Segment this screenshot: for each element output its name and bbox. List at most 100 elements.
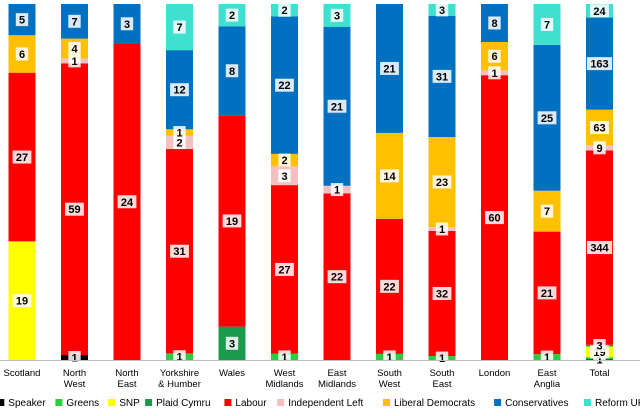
value-label-west-midlands-labour: 27	[278, 264, 290, 276]
legend-item-speaker: Speaker	[0, 398, 46, 409]
value-label-bg	[173, 135, 186, 149]
value-label-bg	[15, 47, 29, 61]
legend-swatch	[383, 399, 390, 406]
value-label-scotland-liberal-democrats: 6	[19, 49, 25, 61]
legend: Speaker Greens SNP Plaid Cymru Labour Indepen…	[0, 398, 640, 409]
value-label-total-liberal-democrats: 63	[593, 122, 605, 134]
value-label-north-west-labour: 59	[68, 204, 80, 216]
legend-swatch	[55, 399, 63, 406]
value-label-bg	[327, 99, 347, 113]
value-label-bg	[432, 286, 452, 300]
tick-label-east-midlands: East Midlands	[318, 368, 356, 390]
value-label-east-anglia-greens: 1	[544, 352, 550, 364]
value-label-west-midlands-greens: 1	[281, 352, 287, 364]
value-label-total-independent-left: 9	[596, 143, 602, 155]
value-label-scotland-snp: 19	[16, 296, 28, 308]
value-label-yorkshire-humber-conservatives: 12	[173, 85, 185, 97]
value-label-scotland-labour: 27	[16, 152, 28, 164]
legend-swatch	[0, 399, 5, 406]
legend-item-plaid-cymru: Plaid Cymru	[145, 398, 211, 409]
legend-swatch	[224, 399, 232, 406]
legend-item-independent-left: Independent Left	[277, 398, 363, 409]
value-label-total-labour: 344	[590, 243, 609, 255]
value-label-bg	[12, 150, 32, 164]
value-label-bg	[225, 8, 239, 22]
value-label-wales-labour: 19	[226, 216, 238, 228]
tick-label-south-west: South West	[377, 368, 402, 390]
value-label-bg	[488, 49, 501, 63]
value-label-yorkshire-humber-independent-left: 2	[176, 137, 182, 149]
value-label-west-midlands-liberal-democrats: 2	[281, 155, 287, 167]
tick-label-total: Total	[589, 368, 609, 379]
value-label-south-east-conservatives: 31	[436, 71, 448, 83]
value-label-total-reform-uk: 24	[593, 6, 606, 18]
bars-layer	[8, 4, 613, 361]
value-label-north-west-speaker: 1	[71, 353, 77, 365]
tick-label-scotland: Scotland	[4, 368, 41, 379]
value-label-bg	[278, 169, 291, 183]
value-label-bg	[485, 211, 504, 225]
value-label-bg	[222, 214, 242, 228]
value-label-bg	[590, 120, 609, 134]
legend-item-labour: Labour	[224, 398, 267, 409]
value-label-north-east-labour: 24	[121, 197, 134, 209]
value-label-south-east-reform-uk: 3	[439, 5, 445, 17]
legend-item-snp: SNP	[108, 398, 140, 409]
value-label-south-east-labour: 32	[436, 288, 448, 300]
value-label-scotland-segment: 5	[19, 15, 25, 27]
value-label-bg	[327, 270, 347, 284]
value-label-yorkshire-humber-greens: 1	[176, 352, 182, 364]
value-label-wales-conservatives: 8	[229, 66, 235, 78]
legend-swatch	[108, 399, 116, 406]
legend-swatch	[494, 399, 502, 406]
value-label-bg	[278, 3, 291, 17]
value-label-bg	[432, 175, 452, 189]
value-label-bg	[225, 64, 239, 78]
value-label-london-labour: 60	[488, 213, 500, 225]
value-label-west-midlands-reform-uk: 2	[281, 5, 287, 17]
value-label-london-liberal-democrats: 6	[491, 51, 497, 63]
tick-label-north-west: North West	[63, 368, 86, 390]
value-label-bg	[170, 83, 189, 97]
legend-swatch	[584, 399, 591, 406]
value-label-bg	[488, 66, 501, 80]
legend-label: Labour	[235, 398, 267, 409]
value-label-yorkshire-humber-liberal-democrats: 1	[176, 128, 182, 140]
value-label-bg	[432, 69, 452, 83]
tick-label-yorkshire-humber: Yorkshire & Humber	[158, 368, 201, 390]
category-tick-labels: Scotland North West North East Yorkshire & Hum…	[4, 368, 610, 390]
value-label-south-west-conservatives: 21	[383, 63, 395, 75]
value-label-bg	[540, 204, 554, 218]
legend-label: Liberal Democrats	[394, 398, 475, 409]
legend-label: Reform UK	[595, 398, 640, 409]
value-label-bg	[173, 20, 186, 34]
value-label-bg	[275, 262, 294, 276]
value-label-east-midlands-independent-left: 1	[334, 185, 340, 197]
value-label-east-anglia-labour: 21	[541, 288, 553, 300]
value-label-total-conservatives: 163	[590, 59, 608, 71]
value-label-south-west-labour: 22	[383, 281, 395, 293]
value-label-east-anglia-reform-uk: 7	[544, 19, 550, 31]
value-label-north-west-liberal-democrats: 4	[71, 44, 78, 56]
value-label-east-anglia-conservatives: 25	[541, 113, 553, 125]
value-label-bg	[173, 126, 186, 140]
value-label-bg	[488, 16, 501, 30]
value-label-wales-reform-uk: 2	[229, 10, 235, 22]
value-label-south-west-liberal-democrats: 14	[383, 171, 396, 183]
value-label-west-midlands-conservatives: 22	[278, 80, 290, 92]
value-label-bg	[330, 8, 344, 22]
legend-label: Greens	[66, 398, 99, 409]
value-label-bg	[278, 153, 291, 167]
value-label-total-plaid-cymru: 3	[596, 341, 602, 353]
value-label-bg	[540, 17, 554, 31]
value-labels-layer: 1927651591472431312112731982127322222212…	[12, 3, 613, 367]
legend-item-reform-uk: Reform UK	[584, 398, 640, 409]
legend-label: Speaker	[8, 398, 46, 409]
value-label-bg	[590, 4, 609, 18]
tick-label-wales: Wales	[219, 368, 245, 379]
value-label-bg	[173, 350, 186, 364]
legend-label: Independent Left	[288, 398, 363, 409]
value-label-south-east-liberal-democrats: 23	[436, 177, 448, 189]
value-label-bg	[380, 279, 399, 293]
